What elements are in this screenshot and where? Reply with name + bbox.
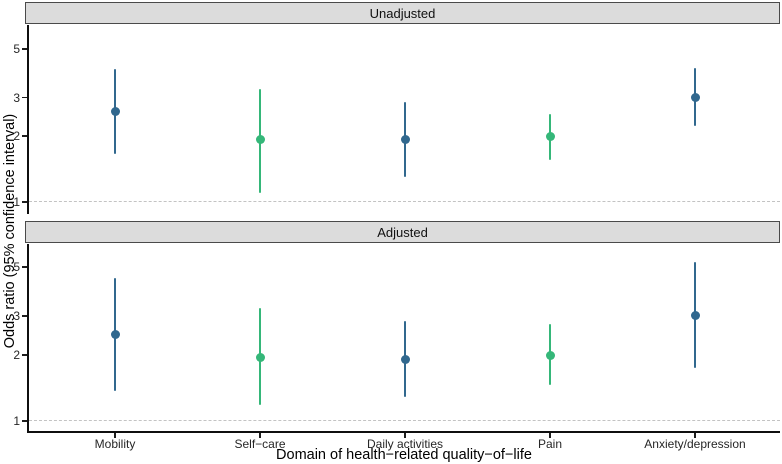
point-adjusted-mobility [110, 329, 120, 339]
x-tick-mark-daily-activities [404, 433, 406, 438]
x-tick-mark-mobility [114, 433, 116, 438]
x-axis-title: Domain of health−related quality−of−life [276, 447, 532, 463]
x-tick-label-mobility: Mobility [94, 437, 136, 451]
y-tick-label-adjusted-1: 1 [13, 414, 20, 428]
y-tick-label-unadjusted-3: 3 [13, 90, 20, 105]
point-adjusted-anxiety-depression [690, 310, 700, 320]
x-tick-label-anxiety-depression: Anxiety/depression [644, 437, 746, 451]
y-tick-label-adjusted-3: 3 [13, 309, 20, 324]
reference-line-adjusted [29, 420, 780, 421]
point-unadjusted-mobility [110, 107, 120, 117]
y-tick-mark-unadjusted-5 [22, 48, 27, 50]
facet-strip-adjusted: Adjusted [25, 221, 780, 243]
y-tick-label-adjusted-2: 2 [13, 347, 20, 362]
y-tick-mark-adjusted-2 [22, 353, 27, 356]
point-unadjusted-pain [545, 131, 555, 141]
x-tick-mark-self-care [259, 433, 261, 438]
y-axis-line-unadjusted [26, 25, 29, 214]
point-unadjusted-self-care [255, 135, 265, 145]
y-tick-label-unadjusted-1: 1 [13, 195, 20, 209]
x-tick-label-self-care: Self−care [234, 437, 286, 451]
y-axis-line-adjusted [26, 244, 29, 433]
x-tick-label-daily-activities: Daily activities [366, 437, 444, 451]
y-tick-label-adjusted-5: 5 [13, 260, 20, 275]
point-adjusted-pain [545, 351, 555, 361]
x-axis-line [26, 431, 780, 433]
facet-strip-label-unadjusted: Unadjusted [369, 5, 436, 21]
x-tick-label-pain: Pain [537, 437, 563, 451]
facet-strip-label-adjusted: Adjusted [377, 224, 428, 240]
point-adjusted-self-care [255, 352, 265, 362]
point-unadjusted-anxiety-depression [690, 92, 700, 102]
reference-line-unadjusted [29, 201, 780, 202]
x-tick-mark-anxiety-depression [694, 433, 696, 438]
y-tick-mark-unadjusted-2 [22, 135, 27, 137]
point-unadjusted-daily-activities [400, 135, 410, 145]
y-tick-mark-adjusted-3 [22, 315, 27, 317]
x-tick-mark-pain [549, 433, 551, 438]
y-tick-label-unadjusted-5: 5 [13, 41, 20, 56]
facet-strip-unadjusted: Unadjusted [25, 2, 780, 24]
y-tick-mark-adjusted-1 [22, 420, 27, 422]
y-tick-mark-unadjusted-3 [22, 96, 27, 99]
y-tick-mark-unadjusted-1 [22, 201, 27, 203]
y-tick-mark-adjusted-5 [22, 266, 27, 269]
point-adjusted-daily-activities [400, 354, 410, 364]
y-tick-label-unadjusted-2: 2 [13, 129, 20, 144]
